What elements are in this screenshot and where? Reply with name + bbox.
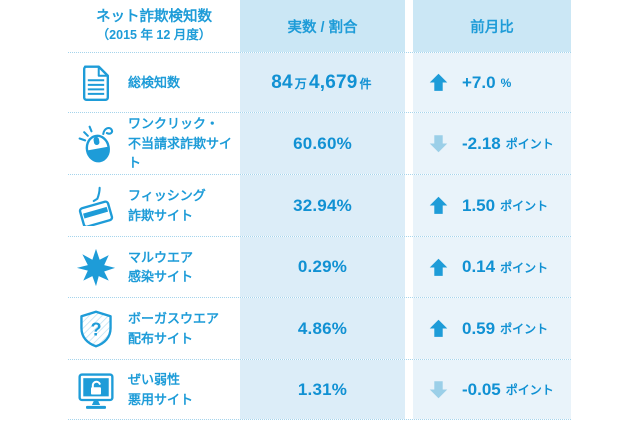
down-arrow-icon (428, 133, 449, 154)
change-cell: +7.0 % (413, 53, 571, 112)
change-value: 0.59 (462, 318, 496, 338)
table-row-oneclick: ワンクリック・ 不当請求詐欺サイト 60.60% -2.18 ポイント (68, 113, 571, 175)
header-change-cell: 前月比 (413, 0, 571, 52)
change-value: -0.05 (462, 379, 501, 399)
column-gap (405, 237, 413, 297)
change-cell: 1.50 ポイント (413, 175, 571, 236)
column-gap (405, 298, 413, 359)
value-text: 4.86% (297, 318, 348, 338)
row-label-cell: 総検知数 (68, 53, 240, 112)
column-header-change: 前月比 (470, 19, 514, 36)
column-gap (405, 113, 413, 174)
header-value-cell: 実数 / 割合 (240, 0, 405, 52)
header-title-cell: ネット詐欺検知数 （2015 年 12 月度） (68, 0, 240, 52)
column-gap (405, 0, 413, 52)
monitor-lock-icon (73, 370, 119, 410)
column-gap (405, 360, 413, 419)
change-value: 1.50 (462, 195, 496, 215)
value-cell: 60.60% (240, 113, 405, 174)
up-arrow-icon (428, 257, 449, 278)
table-row-vulnerability: ぜい弱性 悪用サイト 1.31% -0.05 ポイント (68, 360, 571, 420)
row-label: ワンクリック・ 不当請求詐欺サイト (128, 116, 233, 171)
table-header-row: ネット詐欺検知数 （2015 年 12 月度） 実数 / 割合 前月比 (68, 0, 571, 53)
fraud-stats-table: ネット詐欺検知数 （2015 年 12 月度） 実数 / 割合 前月比 (68, 0, 571, 420)
table-row-bogusware: ? ボーガスウエア 配布サイト 4.86% 0.59 ポイント (68, 298, 571, 360)
table-title: ネット詐欺検知数 (96, 8, 212, 25)
row-label: ボーガスウエア 配布サイト (128, 311, 220, 346)
column-gap (405, 53, 413, 112)
change-value: +7.0 (462, 72, 496, 92)
change-cell: -2.18 ポイント (413, 113, 571, 174)
value-cell: 84 万 4,679 件 (240, 53, 405, 112)
value-cell: 4.86% (240, 298, 405, 359)
column-gap (405, 175, 413, 236)
change-unit: % (500, 75, 512, 90)
row-label: ぜい弱性 悪用サイト (128, 372, 194, 407)
change-cell: 0.59 ポイント (413, 298, 571, 359)
svg-text:?: ? (90, 319, 101, 339)
document-icon (73, 63, 119, 103)
up-arrow-icon (428, 72, 449, 93)
shield-question-icon: ? (73, 309, 119, 349)
up-arrow-icon (428, 318, 449, 339)
table-subtitle: （2015 年 12 月度） (96, 28, 212, 43)
row-label-cell: ? ボーガスウエア 配布サイト (68, 298, 240, 359)
value-cell: 1.31% (240, 360, 405, 419)
value-cell: 32.94% (240, 175, 405, 236)
row-label-cell: マルウエア 感染サイト (68, 237, 240, 297)
down-arrow-icon (428, 379, 449, 400)
table-row-phishing: フィッシング 詐欺サイト 32.94% 1.50 ポイント (68, 175, 571, 237)
up-arrow-icon (428, 195, 449, 216)
row-label-cell: ぜい弱性 悪用サイト (68, 360, 240, 419)
table-row-total: 総検知数 84 万 4,679 件 +7.0 % (68, 53, 571, 113)
table-row-malware: マルウエア 感染サイト 0.29% 0.14 ポイント (68, 237, 571, 298)
row-label-cell: フィッシング 詐欺サイト (68, 175, 240, 236)
change-value: -2.18 (462, 133, 501, 153)
change-unit: ポイント (500, 322, 549, 336)
row-label: フィッシング 詐欺サイト (128, 188, 206, 223)
change-cell: 0.14 ポイント (413, 237, 571, 297)
row-label: マルウエア 感染サイト (128, 249, 194, 285)
value-text: 1.31% (297, 379, 348, 399)
change-unit: ポイント (505, 383, 554, 397)
malware-burst-icon (73, 247, 119, 287)
change-unit: ポイント (505, 137, 554, 151)
value-text: 32.94% (293, 195, 352, 215)
change-value: 0.14 (462, 257, 496, 276)
value-text: 60.60% (293, 133, 352, 153)
phishing-card-icon (73, 186, 119, 226)
value-text: 0.29% (297, 257, 348, 276)
change-cell: -0.05 ポイント (413, 360, 571, 419)
value-text: 84 万 4,679 件 (271, 71, 372, 93)
row-label: 総検知数 (128, 74, 181, 90)
row-label-cell: ワンクリック・ 不当請求詐欺サイト (68, 113, 240, 174)
value-cell: 0.29% (240, 237, 405, 297)
mouse-click-icon (73, 124, 119, 164)
change-unit: ポイント (500, 199, 549, 213)
column-header-value: 実数 / 割合 (287, 19, 358, 36)
change-unit: ポイント (500, 260, 549, 275)
